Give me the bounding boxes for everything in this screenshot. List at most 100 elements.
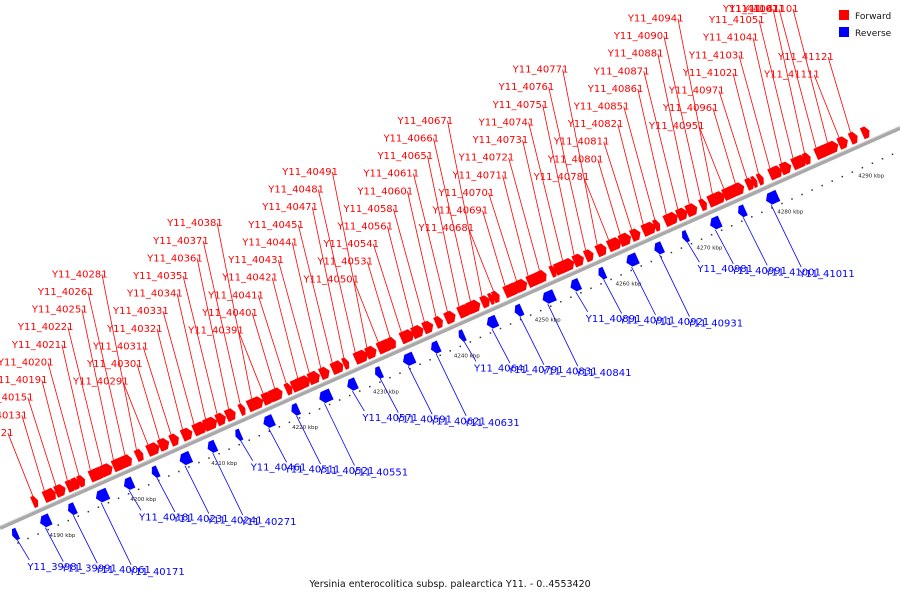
- forward-leader-line: [637, 88, 667, 215]
- forward-gene: [364, 345, 377, 360]
- ruler-dot: [670, 251, 673, 254]
- forward-leader-line: [813, 74, 840, 138]
- forward-gene: [201, 416, 218, 432]
- ruler-dot: [298, 417, 301, 419]
- ruler-dot: [740, 220, 743, 223]
- legend-forward-swatch: [839, 10, 849, 20]
- forward-gene-label: Y11_40391: [187, 326, 244, 337]
- forward-gene-label: Y11_40811: [553, 137, 610, 148]
- reverse-gene: [403, 351, 417, 366]
- reverse-gene-label: Y11_40521: [318, 466, 375, 477]
- reverse-gene: [235, 428, 244, 441]
- forward-gene: [574, 253, 583, 266]
- reverse-gene-label: Y11_40831: [541, 367, 598, 378]
- reverse-gene-label: Y11_40921: [653, 317, 710, 328]
- reverse-gene-label: Y11_40461: [250, 463, 307, 474]
- ruler-dot: [268, 430, 271, 433]
- forward-leader-line: [101, 274, 137, 450]
- ruler-dot: [489, 332, 492, 334]
- forward-gene: [267, 388, 281, 403]
- reverse-leader-line: [575, 291, 589, 313]
- forward-gene: [179, 427, 193, 442]
- reverse-gene: [123, 476, 136, 490]
- forward-gene-label: Y11_41101: [742, 4, 799, 15]
- forward-gene-label: Y11_40711: [452, 170, 509, 181]
- forward-gene: [191, 421, 207, 437]
- ruler-dot: [811, 189, 813, 191]
- gene-labels: Y11_40121 Y11_40131 Y11_40151 Y11_40191 Y11_…: [0, 4, 855, 578]
- reverse-leader-line: [491, 328, 511, 364]
- ruler-dot: [469, 341, 472, 343]
- reverse-leader-line: [156, 477, 176, 513]
- backbone-highlight: [0, 125, 900, 527]
- forward-leader-line: [597, 159, 621, 235]
- ruler-dot: [178, 470, 180, 473]
- forward-gene: [145, 442, 160, 457]
- ruler-dot: [369, 385, 371, 388]
- ruler-dot: [278, 426, 281, 428]
- forward-gene-label: Y11_40471: [261, 202, 318, 213]
- ruler-dot: [208, 457, 210, 459]
- forward-leader-line: [778, 8, 817, 148]
- ruler-dot: [77, 515, 80, 517]
- forward-gene-label: Y11_41021: [682, 68, 739, 79]
- ruler-dot: [67, 519, 70, 522]
- ruler-dot: [57, 524, 59, 526]
- forward-leader-line: [468, 228, 494, 292]
- reverse-gene: [654, 241, 665, 255]
- reverse-gene: [682, 230, 691, 243]
- forward-gene-label: Y11_40751: [492, 100, 549, 111]
- forward-gene-label: Y11_40951: [648, 121, 705, 132]
- forward-gene-label: Y11_40281: [51, 269, 108, 280]
- forward-gene-label: Y11_40441: [241, 237, 298, 248]
- ruler-dot: [107, 502, 110, 504]
- forward-gene: [465, 299, 481, 315]
- forward-leader-line: [237, 330, 264, 394]
- forward-leader-line: [427, 155, 460, 307]
- forward-gene-label: Y11_40411: [207, 290, 264, 301]
- forward-gene-label: Y11_40661: [382, 133, 439, 144]
- reverse-gene-label: Y11_39991: [60, 564, 117, 575]
- forward-gene-label: Y11_41071: [728, 4, 785, 15]
- forward-gene-label: Y11_40121: [0, 428, 13, 439]
- scale-tick-label: 4250 kbp: [535, 317, 561, 323]
- reverse-gene-label: Y11_40911: [619, 315, 676, 326]
- forward-gene-label: Y11_40371: [152, 236, 209, 247]
- reverse-gene-label: Y11_40791: [507, 365, 564, 376]
- ruler-dot: [821, 184, 823, 187]
- reverse-leader-line: [463, 341, 477, 362]
- reverse-gene: [710, 215, 723, 230]
- forward-gene-label: Y11_40221: [17, 322, 74, 333]
- forward-gene-label: Y11_41051: [708, 15, 765, 26]
- forward-leader-line: [182, 275, 218, 415]
- forward-gene: [755, 173, 764, 186]
- reverse-leader-line: [184, 465, 210, 514]
- forward-gene: [237, 403, 246, 416]
- reverse-leader-line: [631, 266, 656, 316]
- forward-leader-line: [311, 207, 345, 358]
- forward-gene: [750, 175, 758, 189]
- forward-leader-line: [712, 108, 736, 184]
- forward-gene: [582, 249, 594, 263]
- forward-gene-label: Y11_41031: [688, 50, 745, 61]
- forward-gene: [618, 232, 631, 247]
- ruler-dot: [288, 421, 291, 424]
- forward-gene-label: Y11_40251: [31, 305, 88, 316]
- forward-gene-label: Y11_40421: [221, 273, 278, 284]
- forward-gene-label: Y11_40771: [512, 65, 569, 76]
- ruler-dot: [519, 318, 522, 321]
- ruler-dot: [117, 497, 120, 500]
- reverse-gene-label: Y11_40931: [686, 319, 743, 330]
- forward-leader-line: [752, 37, 782, 164]
- forward-gene: [706, 193, 719, 208]
- forward-gene-label: Y11_40321: [106, 324, 163, 335]
- ruler-dot: [157, 479, 160, 482]
- forward-leader-line: [482, 210, 506, 287]
- reverse-gene-label: Y11_40621: [429, 416, 486, 427]
- forward-gene: [333, 360, 344, 374]
- forward-leader-line: [528, 122, 563, 261]
- reverse-gene: [95, 487, 111, 503]
- reverse-gene-label: Y11_40171: [128, 567, 185, 578]
- forward-gene: [744, 177, 754, 191]
- forward-gene: [283, 382, 293, 396]
